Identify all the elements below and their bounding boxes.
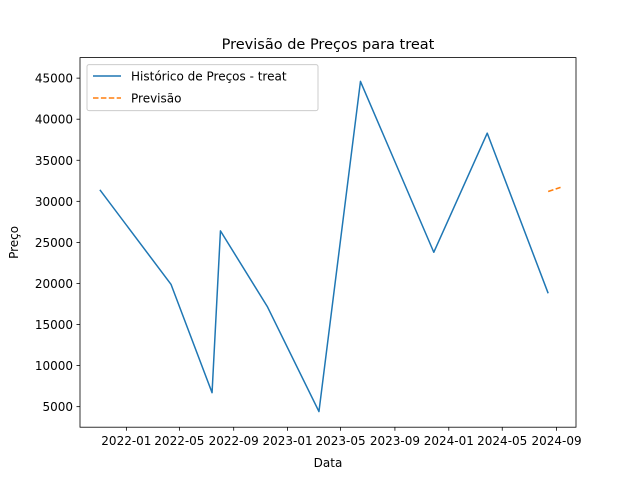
y-axis-label: Preço [7, 226, 21, 259]
legend-label-previsao: Previsão [131, 92, 181, 106]
x-tick-label: 2023-05 [316, 434, 366, 448]
x-axis-label: Data [314, 456, 343, 470]
y-tick-label: 15000 [35, 318, 73, 332]
y-tick-label: 30000 [35, 195, 73, 209]
y-tick-label: 20000 [35, 277, 73, 291]
x-tick-label: 2023-01 [263, 434, 313, 448]
legend-label-historico: Histórico de Preços - treat [131, 70, 287, 84]
x-tick-label: 2024-09 [531, 434, 581, 448]
chart-title: Previsão de Preços para treat [222, 37, 435, 53]
y-axis-ticks: 5000 10000 15000 20000 25000 30000 35000 40000 4… [35, 72, 80, 414]
x-tick-label: 2022-01 [101, 434, 151, 448]
series-line-1 [547, 186, 561, 193]
series-line-0 [99, 80, 549, 413]
legend: Histórico de Preços - treat Previsão [86, 64, 319, 112]
x-tick-label: 2024-01 [424, 434, 474, 448]
x-axis-ticks: 2022-01 2022-05 2022-09 2023-01 2023-05 2023-… [101, 427, 582, 448]
y-tick-label: 10000 [35, 359, 73, 373]
x-tick-label: 2022-05 [154, 434, 204, 448]
legend-box [86, 64, 319, 112]
x-tick-label: 2023-09 [370, 434, 420, 448]
plot-frame [79, 57, 577, 428]
series-layer [99, 80, 561, 413]
x-tick-label: 2022-09 [209, 434, 259, 448]
y-tick-label: 40000 [35, 113, 73, 127]
y-tick-label: 25000 [35, 236, 73, 250]
y-tick-label: 45000 [35, 72, 73, 86]
x-tick-label: 2024-05 [477, 434, 527, 448]
y-tick-label: 35000 [35, 154, 73, 168]
y-tick-label: 5000 [42, 400, 73, 414]
